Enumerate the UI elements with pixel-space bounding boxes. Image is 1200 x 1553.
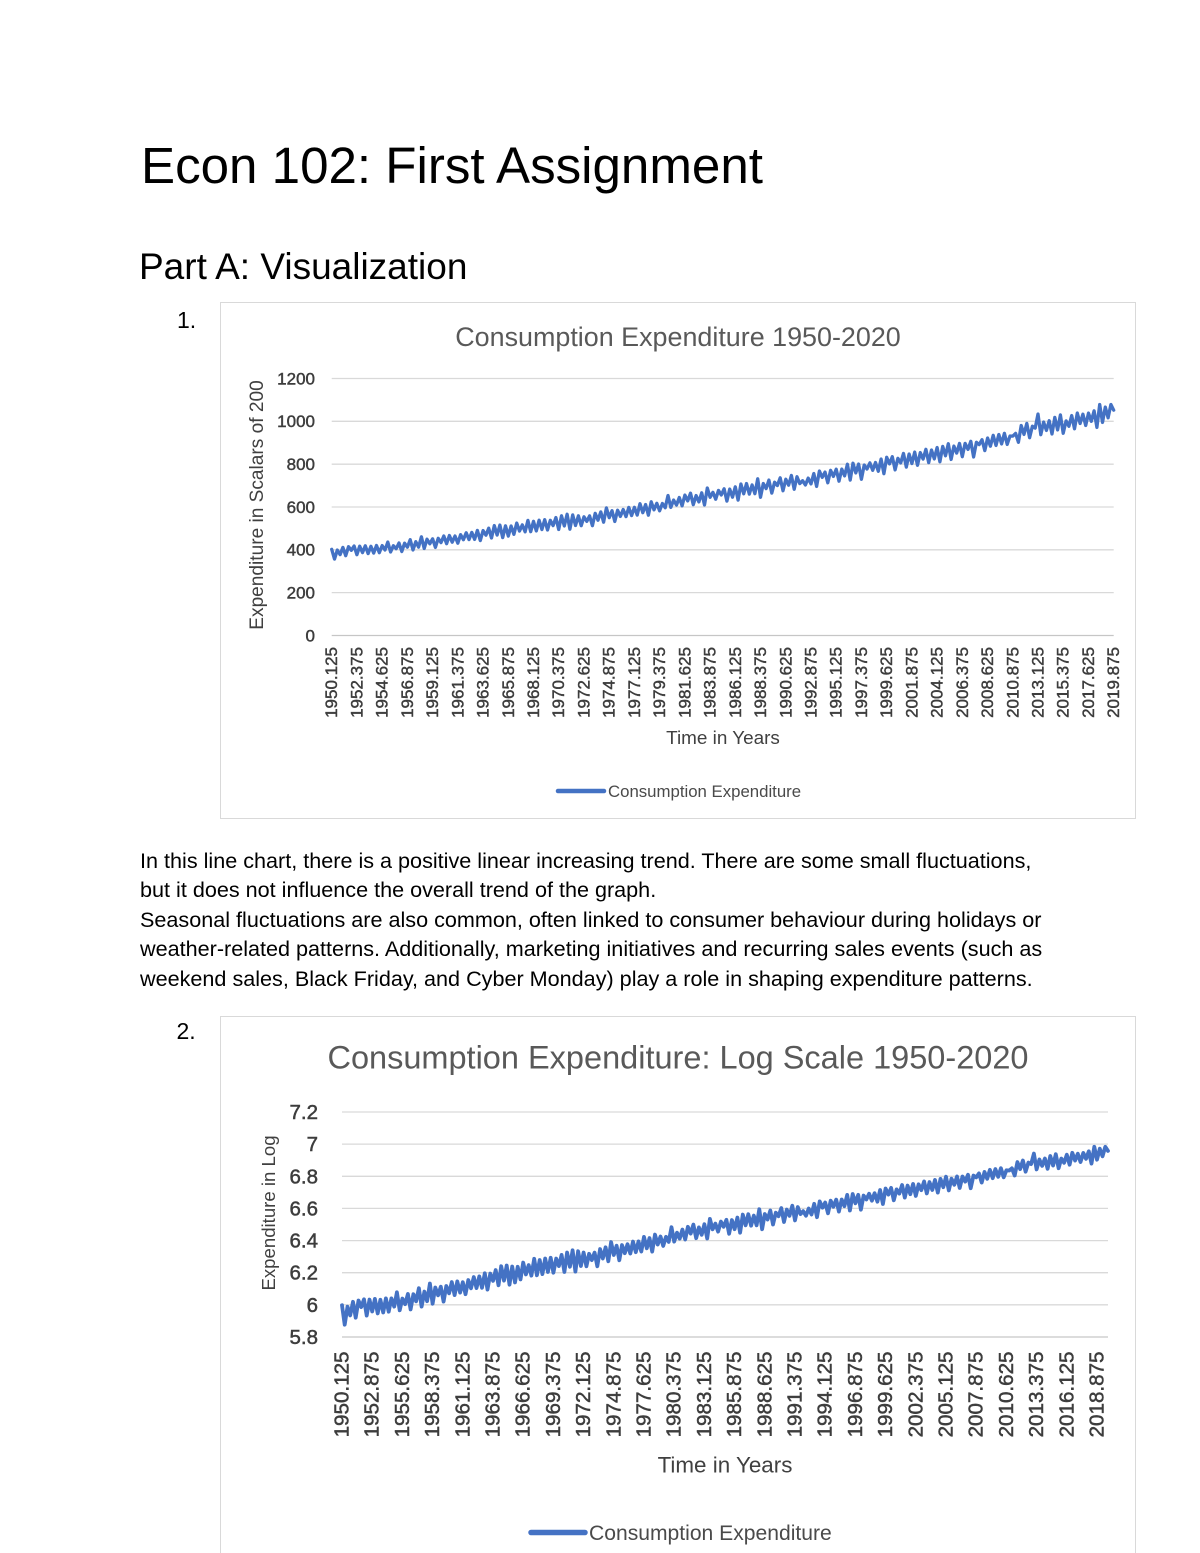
svg-text:400: 400 bbox=[287, 541, 315, 560]
svg-text:5.8: 5.8 bbox=[290, 1326, 319, 1349]
svg-text:1952.375: 1952.375 bbox=[347, 647, 366, 718]
svg-text:2013.375: 2013.375 bbox=[1025, 1352, 1048, 1438]
svg-text:0: 0 bbox=[306, 626, 315, 645]
svg-text:1955.625: 1955.625 bbox=[391, 1352, 414, 1438]
svg-text:1970.375: 1970.375 bbox=[549, 647, 568, 718]
svg-text:6: 6 bbox=[307, 1294, 318, 1317]
svg-text:Expenditure in Scalars of 200: Expenditure in Scalars of 200 bbox=[247, 380, 268, 629]
svg-text:2017.625: 2017.625 bbox=[1079, 647, 1098, 718]
svg-text:1974.875: 1974.875 bbox=[600, 647, 619, 718]
svg-text:2015.375: 2015.375 bbox=[1054, 647, 1073, 718]
svg-text:2006.375: 2006.375 bbox=[953, 647, 972, 718]
svg-text:1961.125: 1961.125 bbox=[451, 1352, 474, 1438]
svg-text:1000: 1000 bbox=[277, 412, 315, 431]
svg-text:2018.875: 2018.875 bbox=[1086, 1352, 1109, 1438]
svg-text:1958.375: 1958.375 bbox=[421, 1352, 444, 1438]
svg-text:Consumption Expenditure 1950-2: Consumption Expenditure 1950-2020 bbox=[455, 322, 901, 352]
svg-text:1986.125: 1986.125 bbox=[726, 647, 745, 718]
svg-text:1950.125: 1950.125 bbox=[331, 1352, 354, 1438]
svg-text:1988.375: 1988.375 bbox=[751, 647, 770, 718]
svg-text:1981.625: 1981.625 bbox=[675, 647, 694, 718]
svg-text:1963.625: 1963.625 bbox=[474, 647, 493, 718]
svg-text:2016.125: 2016.125 bbox=[1055, 1352, 1078, 1438]
svg-text:1952.875: 1952.875 bbox=[361, 1352, 384, 1438]
svg-text:1995.125: 1995.125 bbox=[827, 647, 846, 718]
svg-text:1980.375: 1980.375 bbox=[663, 1352, 686, 1438]
svg-text:1996.875: 1996.875 bbox=[844, 1352, 867, 1438]
svg-text:1961.375: 1961.375 bbox=[448, 647, 467, 718]
svg-text:2010.625: 2010.625 bbox=[995, 1352, 1018, 1438]
svg-text:7.2: 7.2 bbox=[290, 1101, 319, 1124]
svg-text:1991.375: 1991.375 bbox=[784, 1352, 807, 1438]
svg-text:1200: 1200 bbox=[277, 369, 315, 388]
svg-text:1963.875: 1963.875 bbox=[482, 1352, 505, 1438]
svg-text:Consumption Expenditure: Log S: Consumption Expenditure: Log Scale 1950-… bbox=[327, 1040, 1028, 1076]
svg-text:1983.125: 1983.125 bbox=[693, 1352, 716, 1438]
svg-text:1992.875: 1992.875 bbox=[802, 647, 821, 718]
svg-text:Time in Years: Time in Years bbox=[666, 728, 780, 749]
svg-text:1954.625: 1954.625 bbox=[373, 647, 392, 718]
svg-text:1956.875: 1956.875 bbox=[398, 647, 417, 718]
svg-text:600: 600 bbox=[287, 498, 315, 517]
svg-text:1997.375: 1997.375 bbox=[852, 647, 871, 718]
svg-text:200: 200 bbox=[287, 583, 315, 602]
svg-text:Consumption Expenditure: Consumption Expenditure bbox=[589, 1522, 832, 1545]
svg-text:2008.625: 2008.625 bbox=[978, 647, 997, 718]
svg-text:1959.125: 1959.125 bbox=[423, 647, 442, 718]
svg-text:Expenditure in Log: Expenditure in Log bbox=[258, 1135, 279, 1290]
svg-text:6.2: 6.2 bbox=[290, 1262, 319, 1285]
svg-text:1985.875: 1985.875 bbox=[723, 1352, 746, 1438]
svg-text:1966.625: 1966.625 bbox=[512, 1352, 535, 1438]
svg-text:2010.875: 2010.875 bbox=[1003, 647, 1022, 718]
svg-text:1969.375: 1969.375 bbox=[542, 1352, 565, 1438]
svg-text:2002.375: 2002.375 bbox=[904, 1352, 927, 1438]
svg-text:Consumption Expenditure: Consumption Expenditure bbox=[608, 782, 801, 801]
svg-text:1968.125: 1968.125 bbox=[524, 647, 543, 718]
svg-text:1994.125: 1994.125 bbox=[814, 1352, 837, 1438]
svg-text:1972.125: 1972.125 bbox=[572, 1352, 595, 1438]
svg-text:1983.875: 1983.875 bbox=[701, 647, 720, 718]
svg-text:1950.125: 1950.125 bbox=[322, 647, 341, 718]
svg-text:2007.875: 2007.875 bbox=[965, 1352, 988, 1438]
svg-text:2005.125: 2005.125 bbox=[935, 1352, 958, 1438]
svg-text:1965.875: 1965.875 bbox=[499, 647, 518, 718]
svg-text:1988.625: 1988.625 bbox=[753, 1352, 776, 1438]
svg-text:1979.375: 1979.375 bbox=[650, 647, 669, 718]
svg-text:1977.625: 1977.625 bbox=[633, 1352, 656, 1438]
svg-text:2013.125: 2013.125 bbox=[1029, 647, 1048, 718]
svg-text:2019.875: 2019.875 bbox=[1104, 647, 1123, 718]
svg-text:1977.125: 1977.125 bbox=[625, 647, 644, 718]
svg-text:6.8: 6.8 bbox=[290, 1165, 319, 1188]
svg-text:1974.875: 1974.875 bbox=[602, 1352, 625, 1438]
svg-text:2004.125: 2004.125 bbox=[928, 647, 947, 718]
svg-text:1990.625: 1990.625 bbox=[776, 647, 795, 718]
svg-text:7: 7 bbox=[307, 1133, 318, 1156]
svg-text:Time in Years: Time in Years bbox=[658, 1452, 793, 1477]
svg-text:6.4: 6.4 bbox=[290, 1230, 319, 1253]
svg-text:1999.625: 1999.625 bbox=[877, 647, 896, 718]
svg-text:2001.875: 2001.875 bbox=[902, 647, 921, 718]
svg-text:1972.625: 1972.625 bbox=[575, 647, 594, 718]
svg-text:800: 800 bbox=[287, 455, 315, 474]
svg-text:1999.625: 1999.625 bbox=[874, 1352, 897, 1438]
svg-text:6.6: 6.6 bbox=[290, 1197, 319, 1220]
